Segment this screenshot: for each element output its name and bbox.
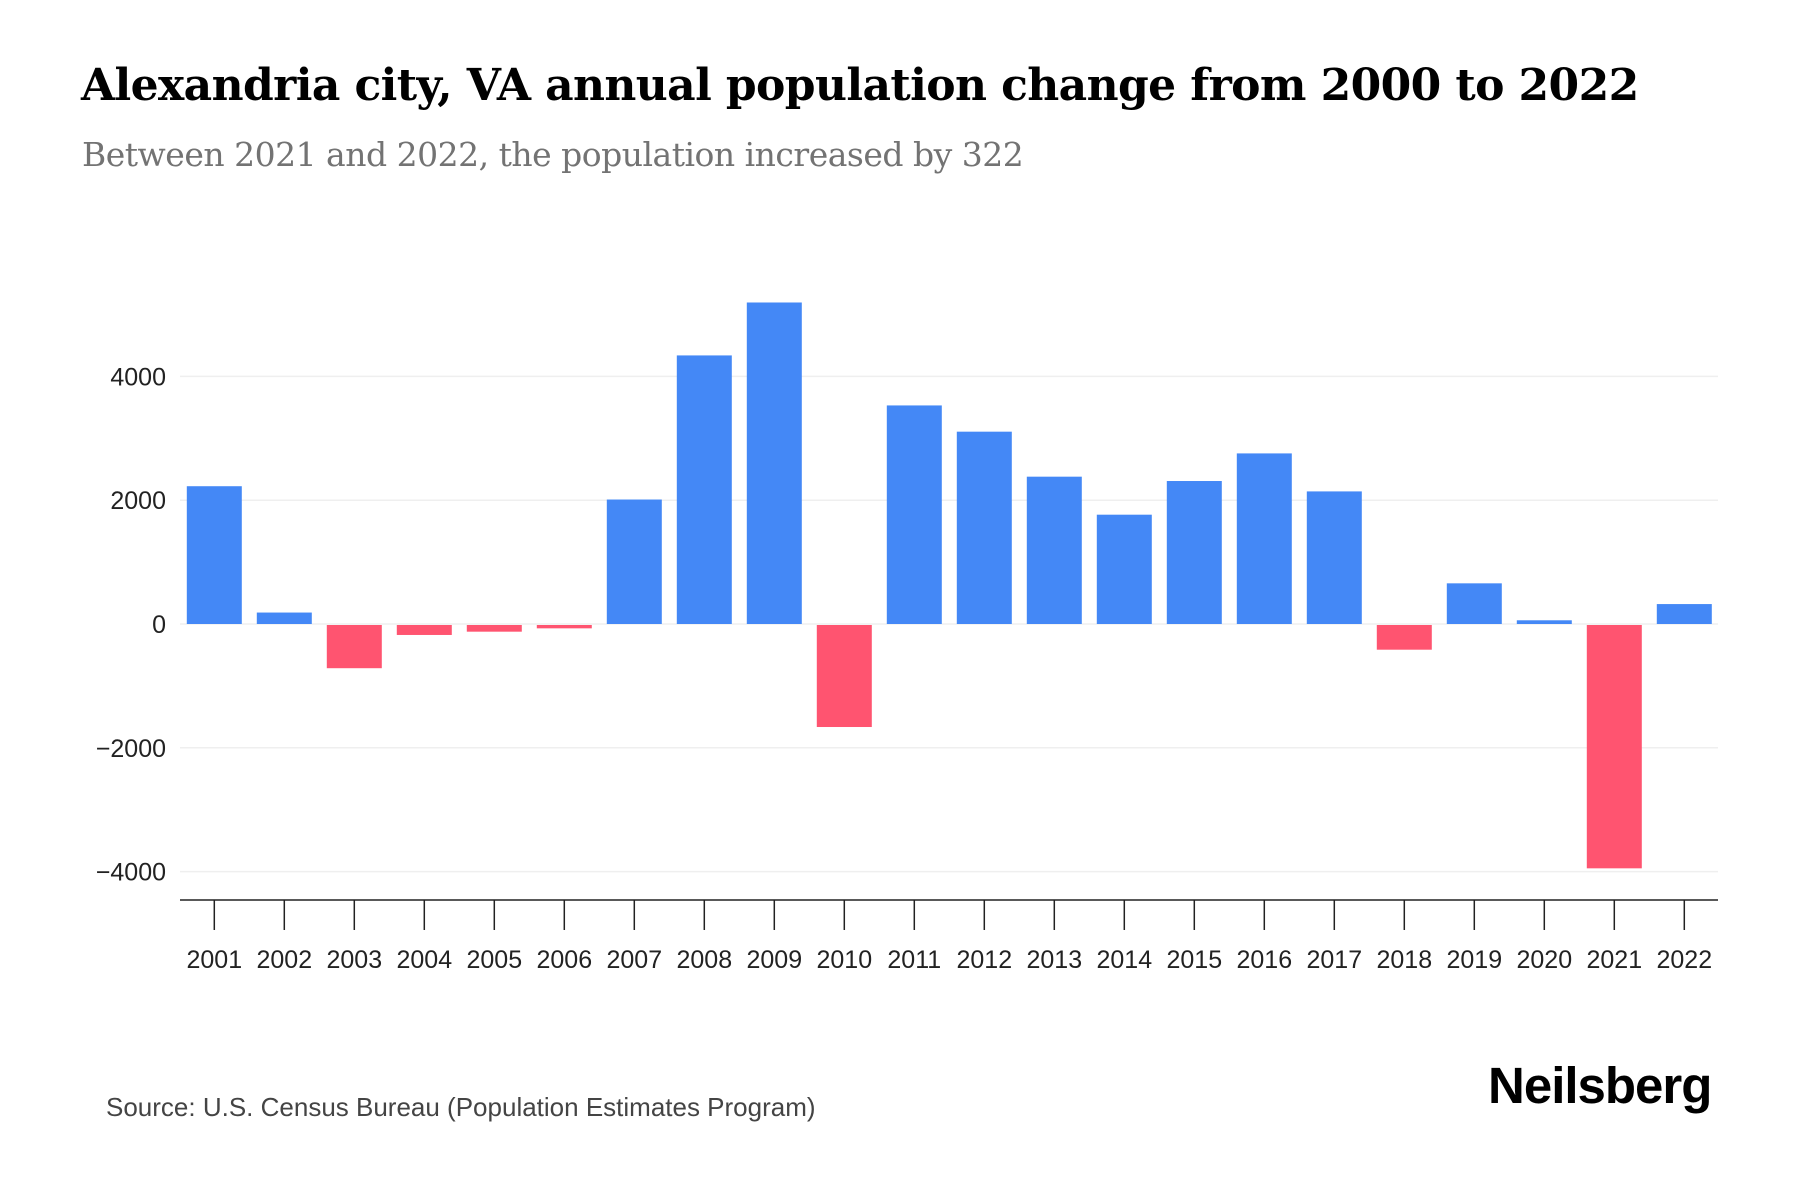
chart-title: Alexandria city, VA annual population ch… [81, 60, 1639, 111]
x-tick-label: 2018 [1376, 946, 1432, 974]
bar-2008 [676, 355, 732, 624]
x-tick-label: 2004 [396, 946, 452, 974]
x-axis: 2001 2002 2003 2004 2005 2006 2007 2008 2009 2010… [180, 899, 1718, 974]
bar-2007 [606, 499, 662, 624]
x-tick-label: 2007 [606, 946, 662, 974]
neilsberg-logo: Neilsberg [1488, 1057, 1712, 1114]
x-tick-label: 2012 [956, 946, 1012, 974]
bar-2006 [536, 625, 592, 629]
x-tick-label: 2022 [1656, 946, 1712, 974]
bar-2005 [466, 625, 522, 632]
bar-2021 [1586, 625, 1642, 869]
bar-2022 [1656, 604, 1712, 624]
bar-2018 [1376, 625, 1432, 650]
y-tick-label: −4000 [96, 859, 166, 887]
source-note: Source: U.S. Census Bureau (Population E… [106, 1092, 816, 1122]
bar-2015 [1166, 481, 1222, 624]
bar-2004 [396, 625, 452, 635]
x-tick-label: 2002 [256, 946, 312, 974]
bar-2010 [816, 625, 872, 728]
x-tick-label: 2001 [186, 946, 242, 974]
y-tick-label: −2000 [96, 735, 166, 763]
x-tick-label: 2009 [746, 946, 802, 974]
x-tick-label: 2017 [1306, 946, 1362, 974]
x-tick-label: 2013 [1026, 946, 1082, 974]
chart-subtitle: Between 2021 and 2022, the population in… [82, 135, 1024, 174]
bar-2016 [1236, 453, 1292, 624]
y-tick-label: 4000 [110, 363, 166, 391]
x-tick-label: 2015 [1166, 946, 1222, 974]
y-axis-labels: 4000 2000 0 −2000 −4000 [96, 363, 166, 886]
x-tick-label: 2006 [536, 946, 592, 974]
y-tick-label: 2000 [110, 487, 166, 515]
x-tick-label: 2010 [816, 946, 872, 974]
x-tick-label: 2014 [1096, 946, 1152, 974]
bars [186, 302, 1712, 869]
y-tick-label: 0 [152, 611, 166, 639]
bar-2003 [326, 625, 382, 669]
x-tick-label: 2008 [676, 946, 732, 974]
x-tick-label: 2021 [1586, 946, 1642, 974]
bar-2009 [746, 302, 802, 624]
x-tick-label: 2003 [326, 946, 382, 974]
bar-2019 [1446, 583, 1502, 624]
bar-2020 [1516, 620, 1572, 624]
x-tick-label: 2019 [1446, 946, 1502, 974]
bar-2013 [1026, 476, 1082, 624]
bar-2012 [956, 431, 1012, 624]
x-tick-label: 2020 [1516, 946, 1572, 974]
x-tick-label: 2005 [466, 946, 522, 974]
bar-2001 [186, 486, 242, 624]
bar-2002 [256, 612, 312, 624]
bar-2014 [1096, 514, 1152, 624]
bar-2017 [1306, 491, 1362, 624]
x-tick-label: 2011 [887, 946, 941, 974]
x-tick-label: 2016 [1236, 946, 1292, 974]
bar-2011 [886, 405, 942, 624]
